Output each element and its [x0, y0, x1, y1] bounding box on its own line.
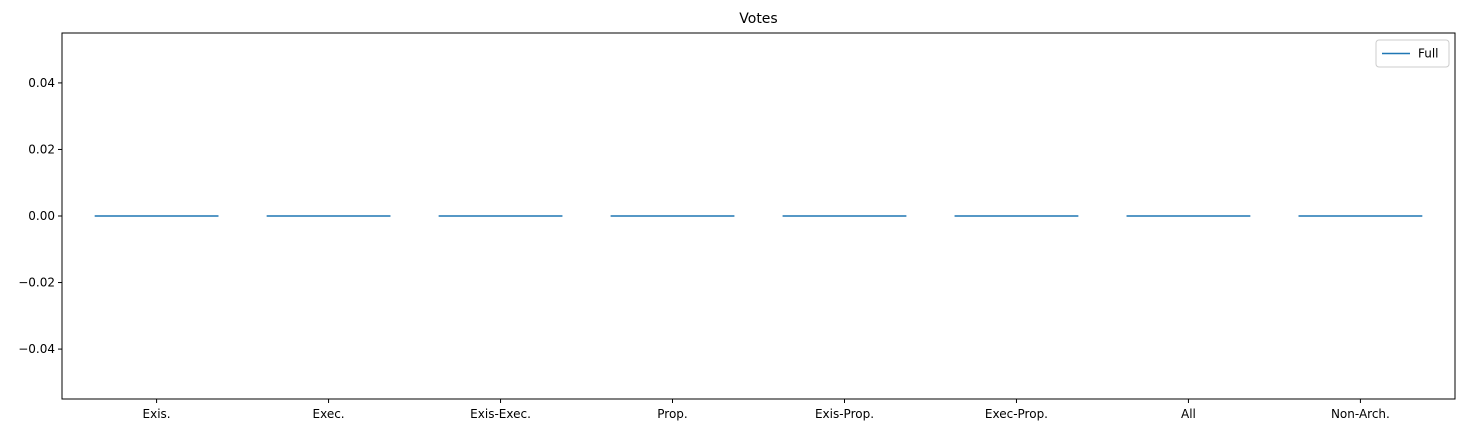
- y-axis: −0.04 −0.02 0.00 0.02 0.04: [18, 76, 62, 356]
- x-tick-label: Exis.: [143, 407, 171, 421]
- x-tick-label: Exis-Prop.: [815, 407, 874, 421]
- y-tick-label: −0.02: [18, 276, 55, 290]
- y-tick-label: 0.00: [28, 209, 55, 223]
- x-tick-label: Non-Arch.: [1331, 407, 1390, 421]
- x-tick-label: Exis-Exec.: [470, 407, 531, 421]
- x-tick-label: Exec.: [313, 407, 345, 421]
- legend: Full: [1375, 39, 1450, 68]
- legend-box: [1375, 39, 1450, 68]
- y-tick-label: −0.04: [18, 342, 55, 356]
- x-tick-label: All: [1181, 407, 1196, 421]
- y-tick-label: 0.04: [28, 76, 55, 90]
- x-tick-label: Exec-Prop.: [985, 407, 1048, 421]
- chart-title: Votes: [739, 11, 777, 27]
- legend-entry-full: Full: [1418, 47, 1439, 61]
- x-tick-label: Prop.: [657, 407, 687, 421]
- x-axis: Exis. Exec. Exis-Exec. Prop. Exis-Prop. Exec-…: [143, 399, 1390, 421]
- y-tick-label: 0.02: [28, 142, 55, 156]
